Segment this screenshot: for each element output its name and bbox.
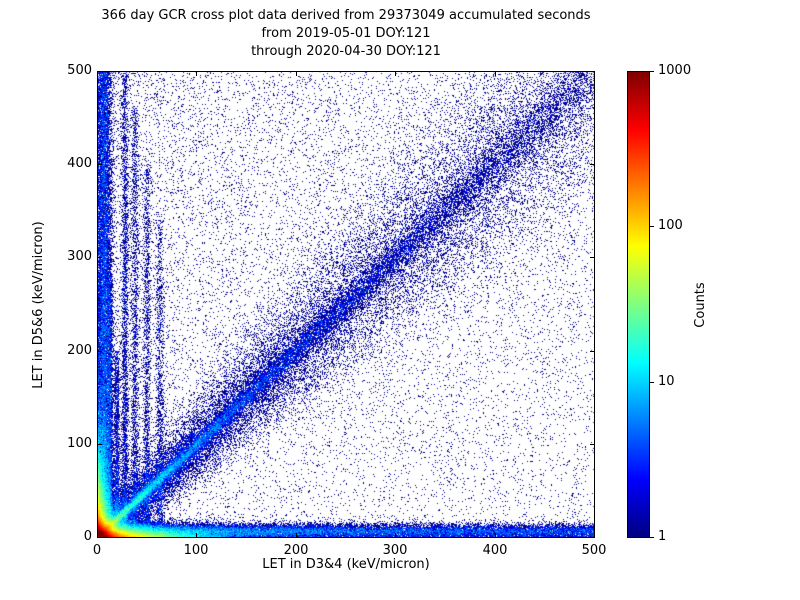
x-tick-mark-top <box>196 72 197 76</box>
x-tick-mark <box>395 533 396 537</box>
y-tick-mark-right <box>590 351 594 352</box>
y-tick-label: 400 <box>67 156 92 171</box>
y-tick-label: 0 <box>83 529 92 544</box>
figure-title: 366 day GCR cross plot data derived from… <box>97 7 595 61</box>
x-tick-mark <box>495 533 496 537</box>
colorbar-tick-label: 1000 <box>658 63 692 78</box>
x-tick-mark-top <box>97 72 98 76</box>
x-axis-label: LET in D3&4 (keV/micron) <box>262 557 430 572</box>
colorbar-tick-mark <box>650 382 654 383</box>
y-tick-mark <box>98 537 102 538</box>
colorbar-tick-mark <box>650 226 654 227</box>
x-tick-label: 400 <box>482 543 508 558</box>
x-tick-mark <box>97 533 98 537</box>
title-line-2: from 2019-05-01 DOY:121 <box>261 26 431 41</box>
y-tick-label: 200 <box>67 343 92 358</box>
x-tick-mark-top <box>395 72 396 76</box>
colorbar-gradient <box>627 71 650 538</box>
y-tick-label: 100 <box>67 436 92 451</box>
title-line-1: 366 day GCR cross plot data derived from… <box>101 8 591 23</box>
scatter-density-canvas <box>97 71 595 538</box>
y-tick-label: 500 <box>67 63 92 78</box>
x-tick-mark-top <box>495 72 496 76</box>
x-tick-mark <box>196 533 197 537</box>
x-tick-label: 100 <box>183 543 209 558</box>
colorbar-tick-mark <box>650 71 654 72</box>
y-tick-mark-right <box>590 257 594 258</box>
title-line-3: through 2020-04-30 DOY:121 <box>251 44 441 59</box>
y-tick-mark <box>98 257 102 258</box>
colorbar-tick-label: 1 <box>658 529 667 544</box>
y-tick-mark-right <box>590 537 594 538</box>
y-axis-label: LET in D5&6 (keV/micron) <box>31 221 46 389</box>
colorbar-tick-mark <box>650 537 654 538</box>
colorbar-tick-label: 100 <box>658 218 683 233</box>
x-tick-label: 300 <box>382 543 408 558</box>
y-tick-mark <box>98 444 102 445</box>
y-tick-mark-right <box>590 444 594 445</box>
y-tick-mark-right <box>590 71 594 72</box>
x-tick-label: 200 <box>283 543 309 558</box>
colorbar-tick-label: 10 <box>658 374 675 389</box>
x-tick-label: 0 <box>92 543 102 558</box>
y-tick-label: 300 <box>67 249 92 264</box>
x-tick-mark-top <box>296 72 297 76</box>
y-tick-mark <box>98 351 102 352</box>
y-tick-mark-right <box>590 164 594 165</box>
y-tick-mark <box>98 164 102 165</box>
y-tick-mark <box>98 71 102 72</box>
x-tick-mark <box>296 533 297 537</box>
x-tick-mark-top <box>594 72 595 76</box>
x-tick-label: 500 <box>581 543 607 558</box>
x-tick-mark <box>594 533 595 537</box>
